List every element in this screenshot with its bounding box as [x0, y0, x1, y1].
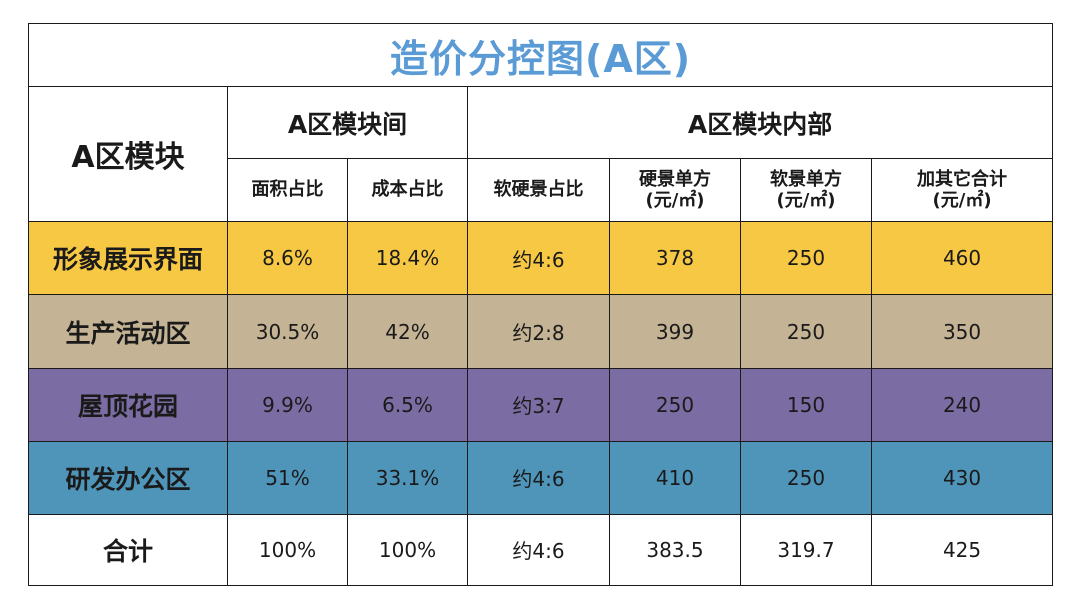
- soft-unit-cost-cell: 250: [740, 440, 872, 515]
- area-ratio-cell: 51%: [227, 440, 348, 515]
- col-header-hard-unit-cost: 硬景单方 (元/㎡): [609, 158, 741, 223]
- hard-unit-cost-cell: 250: [609, 367, 741, 442]
- soft-unit-cost-cell: 250: [740, 294, 872, 369]
- total-unit-cost-cell: 425: [870, 513, 1054, 587]
- soft-hard-ratio-cell: 约4:6: [467, 440, 610, 515]
- total-unit-cost-cell: 460: [870, 221, 1054, 296]
- soft-hard-ratio-cell: 约3:7: [467, 367, 610, 442]
- soft-hard-ratio-cell: 约4:6: [467, 221, 610, 296]
- title-row: 造价分控图(A区): [27, 22, 1054, 88]
- cost-ratio-cell: 100%: [347, 513, 468, 587]
- table-row: 合计 100% 100% 约4:6 383.5 319.7 425: [28, 513, 1054, 587]
- hard-unit-cost-cell: 399: [609, 294, 741, 369]
- soft-unit-cost-cell: 250: [740, 221, 872, 296]
- soft-unit-cost-cell: 150: [740, 367, 872, 442]
- area-ratio-cell: 9.9%: [227, 367, 348, 442]
- row-label: 生产活动区: [28, 294, 228, 369]
- column-header-row: 面积占比 成本占比 软硬景占比 硬景单方 (元/㎡) 软景单方 (元/㎡) 加其它合…: [29, 158, 1054, 223]
- cost-ratio-cell: 18.4%: [347, 221, 468, 296]
- group-header-row: A区模块 A区模块间 A区模块内部: [28, 86, 1054, 223]
- inner-module-header: A区模块内部: [466, 86, 1054, 160]
- table-row: 屋顶花园 9.9% 6.5% 约3:7 250 150 240: [28, 367, 1054, 442]
- soft-hard-ratio-cell: 约4:6: [467, 513, 610, 587]
- area-ratio-cell: 8.6%: [227, 221, 348, 296]
- row-label: 研发办公区: [28, 440, 228, 515]
- hard-unit-cost-cell: 410: [609, 440, 741, 515]
- soft-unit-cost-cell: 319.7: [740, 513, 872, 587]
- between-modules-header: A区模块间: [227, 86, 468, 160]
- soft-hard-ratio-cell: 约2:8: [467, 294, 610, 369]
- row-label: 形象展示界面: [28, 221, 228, 296]
- col-header-total-unit-cost: 加其它合计 (元/㎡): [870, 158, 1054, 223]
- col-header-soft-hard-ratio: 软硬景占比: [467, 158, 610, 223]
- cost-control-table: 造价分控图(A区) A区模块 A区模块间 A区模块内部 面积占比 成本占比 软硬…: [27, 22, 1054, 587]
- col-header-area-ratio: 面积占比: [227, 158, 348, 223]
- table-body: 形象展示界面 8.6% 18.4% 约4:6 378 250 460 生产活动区 30.5% 42…: [28, 221, 1054, 587]
- table-title: 造价分控图(A区): [27, 22, 1054, 88]
- total-unit-cost-cell: 430: [870, 440, 1054, 515]
- cost-control-sheet: 造价分控图(A区) A区模块 A区模块间 A区模块内部 面积占比 成本占比 软硬…: [27, 22, 1054, 587]
- cost-ratio-cell: 42%: [347, 294, 468, 369]
- area-ratio-cell: 100%: [227, 513, 348, 587]
- hard-unit-cost-cell: 378: [609, 221, 741, 296]
- col-header-cost-ratio: 成本占比: [347, 158, 468, 223]
- total-unit-cost-cell: 240: [870, 367, 1054, 442]
- cost-ratio-cell: 33.1%: [347, 440, 468, 515]
- table-row: 生产活动区 30.5% 42% 约2:8 399 250 350: [28, 294, 1054, 369]
- total-unit-cost-cell: 350: [870, 294, 1054, 369]
- row-label: 屋顶花园: [28, 367, 228, 442]
- cost-ratio-cell: 6.5%: [347, 367, 468, 442]
- row-label: 合计: [28, 513, 228, 587]
- table-row: 形象展示界面 8.6% 18.4% 约4:6 378 250 460: [28, 221, 1054, 296]
- hard-unit-cost-cell: 383.5: [609, 513, 741, 587]
- table-row: 研发办公区 51% 33.1% 约4:6 410 250 430: [28, 440, 1054, 515]
- module-column-header: A区模块: [28, 86, 228, 223]
- area-ratio-cell: 30.5%: [227, 294, 348, 369]
- col-header-soft-unit-cost: 软景单方 (元/㎡): [740, 158, 872, 223]
